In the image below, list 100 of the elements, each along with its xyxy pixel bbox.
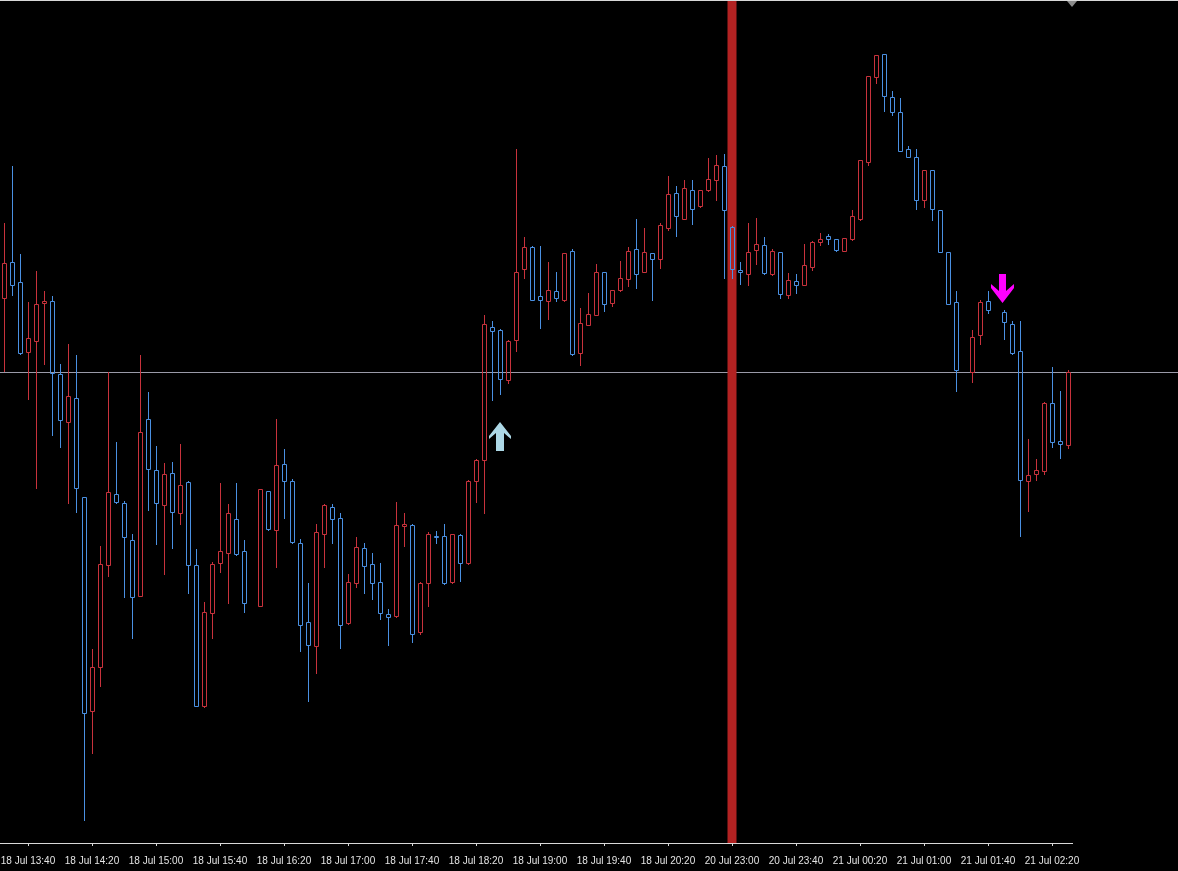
candlestick (634, 218, 639, 290)
candlestick (458, 533, 463, 583)
candlestick (642, 227, 647, 274)
candlestick (42, 290, 47, 366)
candlestick (210, 561, 215, 640)
candlestick (170, 461, 175, 550)
candlestick (114, 441, 119, 505)
candlestick (242, 539, 247, 614)
candlestick (970, 329, 975, 384)
candlestick (762, 236, 767, 276)
candlestick (202, 601, 207, 709)
candlestick (18, 253, 23, 356)
candlestick (650, 252, 655, 302)
candlestick (386, 608, 391, 647)
candlestick (538, 245, 543, 330)
candlestick (514, 148, 519, 353)
candlestick (890, 90, 895, 117)
candlestick (986, 290, 991, 315)
x-tick-label: 21 Jul 00:20 (832, 854, 888, 866)
candlestick (722, 153, 727, 280)
candlestick (218, 482, 223, 574)
candlestick (1034, 458, 1039, 482)
candlestick (842, 237, 847, 253)
candlestick (874, 54, 879, 85)
candlestick (1042, 401, 1047, 476)
candlestick (746, 222, 751, 287)
candlestick (442, 523, 447, 586)
candlestick (2, 222, 7, 373)
candlestick (330, 503, 335, 545)
candlestick (562, 252, 567, 303)
x-tick-label: 18 Jul 16:20 (256, 854, 312, 866)
candlestick (938, 209, 943, 254)
candlestick (1050, 366, 1055, 449)
candlestick (258, 488, 263, 608)
candlestick (810, 240, 815, 272)
x-tick-label: 21 Jul 01:40 (960, 854, 1016, 866)
candlestick (834, 238, 839, 253)
candlestick (282, 448, 287, 520)
candlestick (298, 538, 303, 653)
candlestick (146, 391, 151, 512)
candlestick (58, 363, 63, 449)
candlestick (154, 445, 159, 546)
candlestick (954, 290, 959, 393)
candlestick (346, 573, 351, 626)
candlestick (818, 232, 823, 247)
candlestick (394, 501, 399, 619)
candlestick (466, 479, 471, 566)
candlestick (906, 145, 911, 159)
x-tick-label: 18 Jul 15:00 (128, 854, 184, 866)
x-tick-label: 18 Jul 18:20 (448, 854, 504, 866)
candlestick (1018, 320, 1023, 538)
candlestick (610, 289, 615, 308)
candlestick (66, 343, 71, 505)
candlestick (570, 248, 575, 357)
candlestick (674, 185, 679, 238)
candlestick (850, 209, 855, 242)
candlestick (922, 169, 927, 209)
candlestick (626, 246, 631, 288)
candlestick (194, 548, 199, 708)
candlestick (322, 503, 327, 569)
candlestick (306, 582, 311, 703)
candlestick (858, 159, 863, 222)
candlestick (1066, 369, 1071, 450)
candlestick (618, 260, 623, 293)
candlestick (690, 179, 695, 226)
candlestick (1026, 438, 1031, 513)
candlestick (930, 169, 935, 222)
candlestick (226, 503, 231, 605)
candlestick (554, 271, 559, 303)
candlestick (578, 307, 583, 367)
candlestick (90, 648, 95, 755)
candlestick (130, 533, 135, 640)
candlestick (826, 233, 831, 246)
candlestick (978, 299, 983, 346)
candlestick (122, 500, 127, 599)
candlestick (370, 552, 375, 601)
x-tick-label: 18 Jul 19:00 (512, 854, 568, 866)
candlestick (50, 295, 55, 437)
x-tick-label: 18 Jul 17:40 (384, 854, 440, 866)
candlestick (898, 97, 903, 153)
candlestick (482, 314, 487, 515)
candlestick (786, 272, 791, 300)
candlestick (138, 354, 143, 598)
candlestick (274, 418, 279, 569)
candlestick (586, 292, 591, 327)
candlestick (498, 328, 503, 396)
candlestick (74, 354, 79, 514)
candlestick (474, 458, 479, 504)
candlestick (666, 175, 671, 232)
candlestick (602, 271, 607, 313)
candlestick (546, 261, 551, 321)
x-tick-label: 20 Jul 23:40 (768, 854, 824, 866)
candlestick (26, 301, 31, 401)
candlestick (418, 581, 423, 636)
candlestick (1010, 320, 1015, 356)
candlestick (1058, 390, 1063, 460)
candlestick (490, 320, 495, 402)
candlestick (594, 263, 599, 317)
candlestick (290, 478, 295, 545)
candlestick (178, 443, 183, 526)
